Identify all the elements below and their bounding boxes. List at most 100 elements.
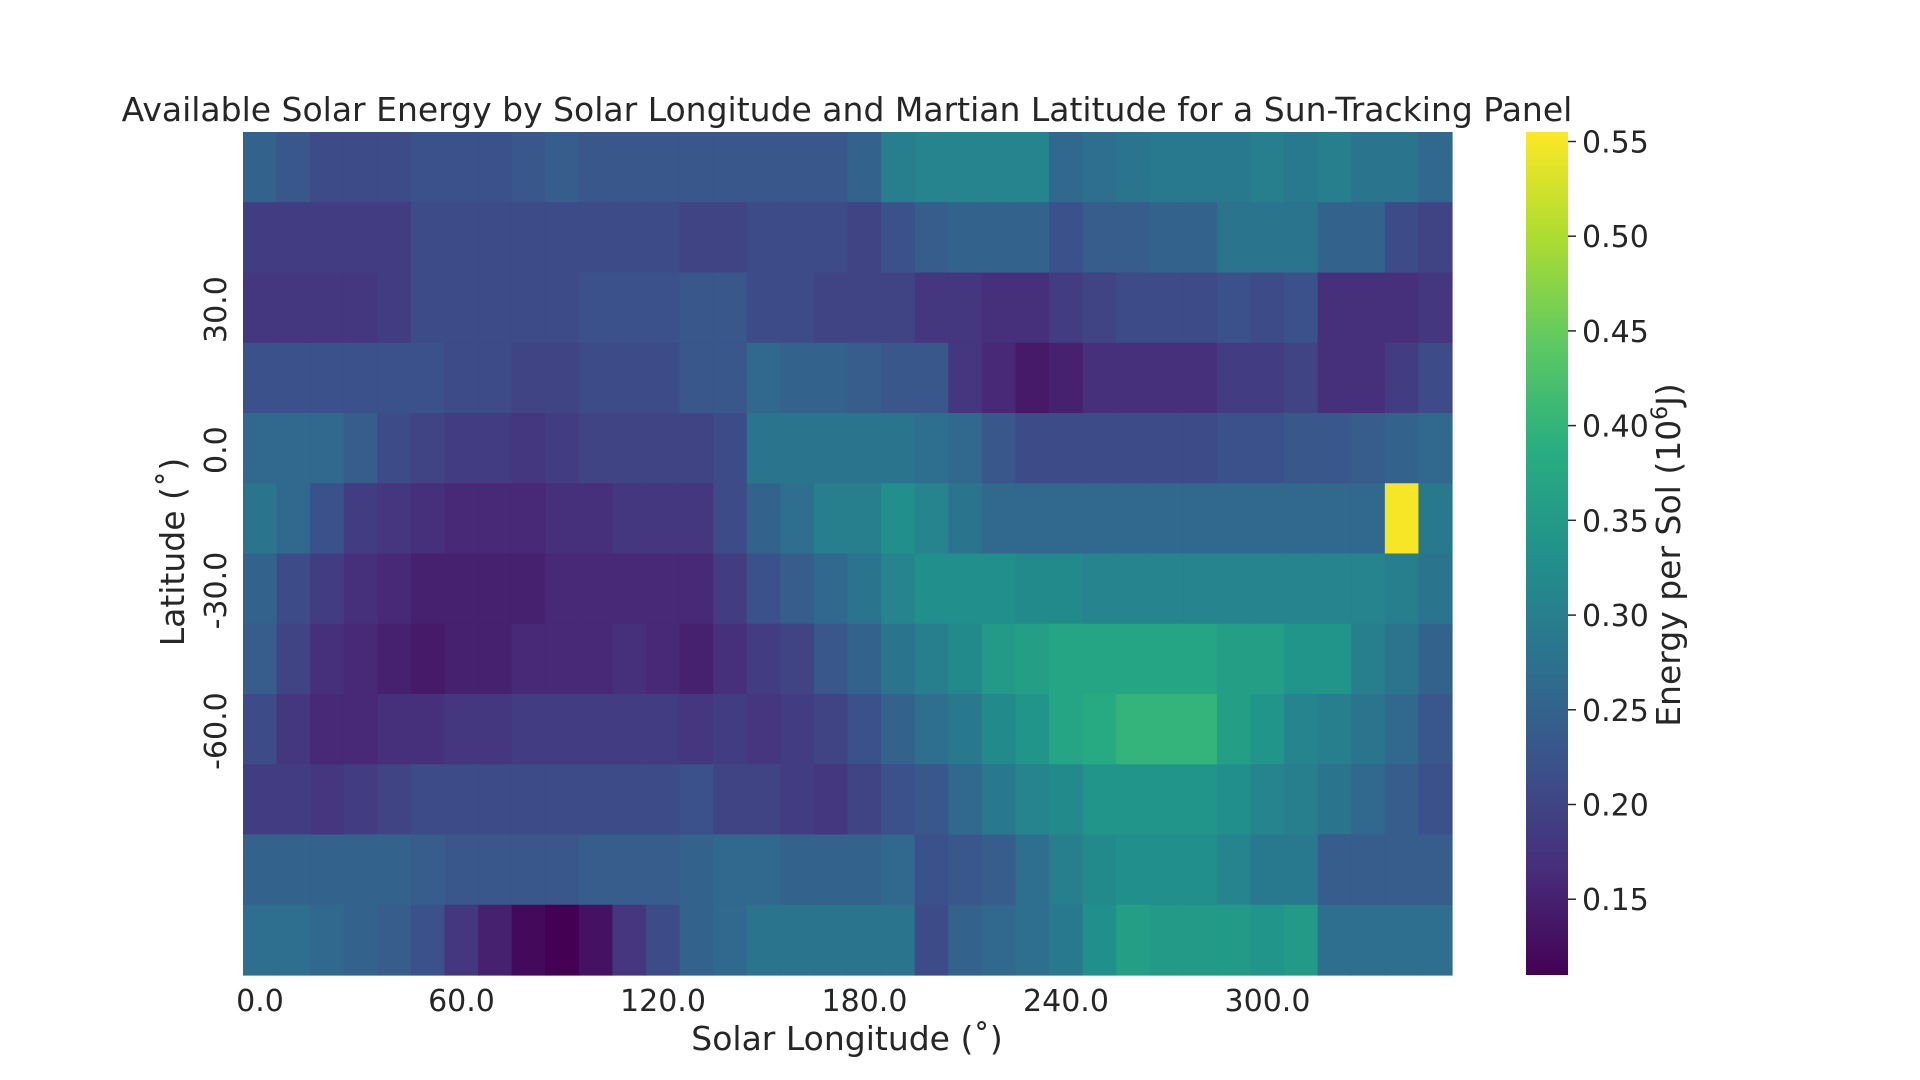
heatmap-cell [310, 342, 345, 414]
heatmap-cell [713, 342, 748, 414]
heatmap-cell [310, 202, 345, 274]
heatmap-cell [881, 694, 916, 765]
heatmap-cell [478, 342, 513, 414]
heatmap-cell [478, 553, 513, 625]
heatmap-cell [1250, 342, 1285, 414]
heatmap-cell [578, 483, 614, 555]
heatmap-cell [1250, 764, 1285, 836]
heatmap-cell [948, 904, 983, 976]
heatmap-cell [1049, 834, 1084, 906]
heatmap-cell [881, 834, 916, 906]
heatmap-cell [847, 413, 882, 484]
heatmap-cell [377, 623, 412, 695]
heatmap-cell [1284, 202, 1319, 274]
heatmap-cell [310, 272, 345, 344]
heatmap-cell [1082, 202, 1117, 274]
heatmap-cell [444, 764, 479, 836]
heatmap-cell [1116, 694, 1151, 765]
heatmap-cell [847, 834, 882, 906]
heatmap-cell [746, 483, 781, 555]
heatmap-cell [377, 904, 412, 976]
heatmap-cell [713, 132, 748, 203]
heatmap-cell [377, 694, 412, 765]
x-tick-label: 240.0 [1023, 984, 1109, 1019]
heatmap-cell [1351, 272, 1386, 344]
heatmap-cell [914, 764, 949, 836]
heatmap-cell [1216, 132, 1252, 203]
heatmap-cell [578, 623, 614, 695]
heatmap-cell [243, 623, 278, 695]
heatmap-cell [1317, 904, 1352, 976]
heatmap-cell [646, 413, 681, 484]
heatmap-cell [612, 694, 647, 765]
heatmap-cell [1384, 553, 1420, 625]
heatmap-cell [646, 834, 681, 906]
heatmap-cell [545, 553, 580, 625]
heatmap-cell [813, 553, 849, 625]
y-tick-label: 0.0 [199, 426, 234, 474]
heatmap-cell [1250, 553, 1285, 625]
heatmap-cell [813, 764, 849, 836]
heatmap-cell [1250, 413, 1285, 484]
heatmap-cell [948, 202, 983, 274]
heatmap-cell [310, 413, 345, 484]
heatmap-cell [578, 553, 614, 625]
heatmap-cell [1351, 553, 1386, 625]
heatmap-cell [343, 483, 378, 555]
heatmap-cell [1015, 342, 1050, 414]
heatmap-cell [377, 413, 412, 484]
heatmap-cell [478, 483, 513, 555]
heatmap-cell [1015, 413, 1050, 484]
heatmap-cell [1183, 272, 1218, 344]
heatmap-cell [1049, 342, 1084, 414]
heatmap-cell [1284, 132, 1319, 203]
heatmap-cell [1015, 202, 1050, 274]
heatmap-cell [1317, 342, 1352, 414]
heatmap-cell [243, 483, 278, 555]
heatmap-cell [545, 834, 580, 906]
heatmap-cell [1015, 553, 1050, 625]
heatmap-cell [746, 342, 781, 414]
heatmap-cell [276, 132, 311, 203]
heatmap-cell [612, 764, 647, 836]
y-tick-label: -60.0 [199, 692, 234, 770]
heatmap-cell [981, 202, 1017, 274]
heatmap-cell [444, 483, 479, 555]
colorbar-tick-label: 0.20 [1582, 789, 1649, 824]
heatmap-cell [1082, 483, 1117, 555]
heatmap-cell [243, 202, 278, 274]
heatmap-cell [1250, 623, 1285, 695]
heatmap-cell [746, 202, 781, 274]
heatmap-cell [914, 483, 949, 555]
colorbar-tick-label: 0.55 [1582, 126, 1649, 161]
heatmap-cell [478, 834, 513, 906]
heatmap-cell [1116, 553, 1151, 625]
heatmap-cell [343, 904, 378, 976]
heatmap-cell [1250, 272, 1285, 344]
heatmap-cell [646, 272, 681, 344]
heatmap-cell [948, 483, 983, 555]
heatmap-cell [1418, 904, 1453, 976]
heatmap-cell [780, 904, 815, 976]
heatmap-cell [478, 132, 513, 203]
heatmap-cell [1183, 764, 1218, 836]
heatmap-cell [914, 272, 949, 344]
heatmap-cell [478, 694, 513, 765]
heatmap-cell [1015, 904, 1050, 976]
x-tick-label: 0.0 [236, 984, 284, 1019]
heatmap-cell [1216, 623, 1252, 695]
heatmap-cell [612, 553, 647, 625]
heatmap-cell [545, 132, 580, 203]
heatmap-cell [1149, 132, 1184, 203]
heatmap-cell [343, 694, 378, 765]
heatmap-cell [276, 202, 311, 274]
heatmap-cell [1418, 483, 1453, 555]
x-tick-label: 120.0 [620, 984, 706, 1019]
heatmap-cell [410, 694, 446, 765]
heatmap-cell [981, 342, 1017, 414]
heatmap-cell [578, 132, 614, 203]
heatmap-cell [1384, 132, 1420, 203]
heatmap-cell [1284, 834, 1319, 906]
x-tick-label: 180.0 [822, 984, 908, 1019]
heatmap-cell [1049, 132, 1084, 203]
